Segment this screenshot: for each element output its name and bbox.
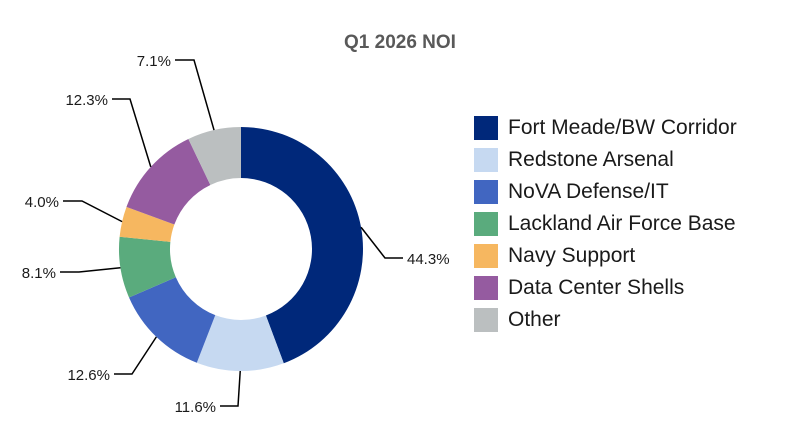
donut-slice [126,138,211,225]
legend-item: Other [474,304,794,336]
leader-line [220,370,241,407]
legend-item: Redstone Arsenal [474,144,794,176]
slice-value-label: 12.6% [67,367,110,384]
slice-value-label: 11.6% [175,399,216,416]
slice-value-label: 7.1% [137,53,171,70]
legend-swatch [474,180,498,204]
leader-line [360,226,403,259]
legend-label: Redstone Arsenal [508,148,674,171]
legend-label: NoVA Defense/IT [508,180,669,203]
legend-label: Navy Support [508,244,636,267]
slice-value-label: 12.3% [65,92,108,109]
legend-label: Fort Meade/BW Corridor [508,116,737,139]
leader-lines [60,59,403,407]
leader-line [114,336,158,375]
legend-item: NoVA Defense/IT [474,176,794,208]
legend-item: Navy Support [474,240,794,272]
legend-item: Fort Meade/BW Corridor [474,112,794,144]
legend-swatch [474,212,498,236]
legend-label: Other [508,308,561,331]
legend-item: Lackland Air Force Base [474,208,794,240]
donut-slice [129,277,216,363]
leader-line [63,200,123,223]
legend-swatch [474,276,498,300]
slice-value-label: 4.0% [25,194,59,211]
donut-slice [119,206,175,242]
donut-slice [188,126,241,185]
donut-slice [241,127,363,364]
leader-line [112,98,152,168]
legend-item: Data Center Shells [474,272,794,304]
donut-slice [196,315,284,371]
legend-swatch [474,116,498,140]
slice-value-label: 44.3% [407,251,450,268]
legend-swatch [474,308,498,332]
legend-swatch [474,244,498,268]
donut-slices [118,126,363,371]
slice-value-label: 8.1% [22,265,56,282]
leader-line [60,266,121,273]
leader-line [175,59,215,131]
legend-label: Data Center Shells [508,276,685,299]
donut-slice [118,236,176,298]
legend-label: Lackland Air Force Base [508,212,736,235]
chart-title: Q1 2026 NOI [344,32,456,53]
slice-labels: 44.3% 11.6% 12.6% 8.1% 4.0% 12.3% 7.1% [22,53,450,416]
legend: Fort Meade/BW Corridor Redstone Arsenal No… [474,112,794,336]
legend-swatch [474,148,498,172]
